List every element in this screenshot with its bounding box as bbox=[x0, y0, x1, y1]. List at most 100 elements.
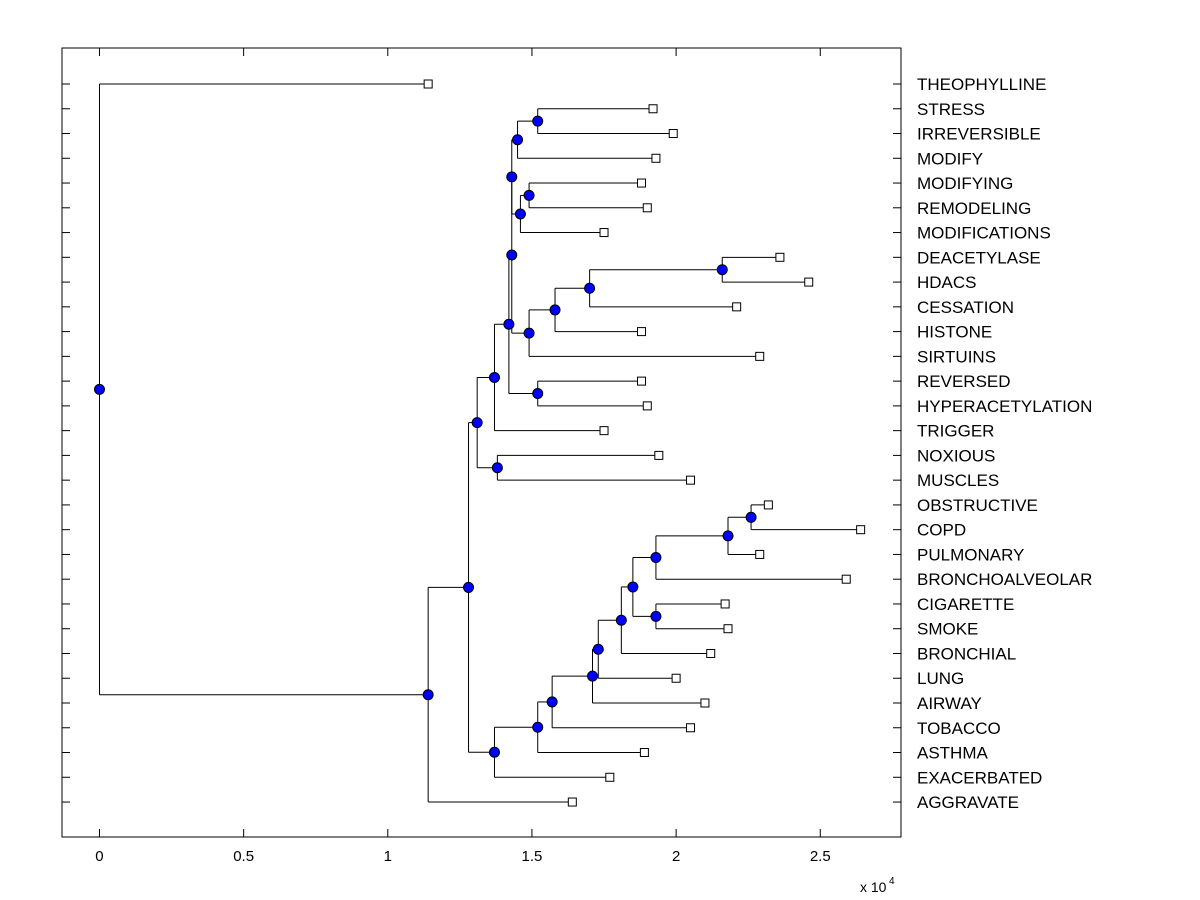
leaf-marker bbox=[686, 475, 696, 485]
cluster-node-marker bbox=[546, 696, 558, 708]
cluster-node-marker bbox=[514, 208, 526, 220]
leaf-marker bbox=[642, 401, 652, 411]
leaf-label: MODIFICATIONS bbox=[917, 224, 1051, 243]
leaf-label: STRESS bbox=[917, 100, 985, 119]
cluster-node-marker bbox=[506, 249, 518, 261]
cluster-node-marker bbox=[532, 388, 544, 399]
x-tick-label: 0.5 bbox=[233, 848, 254, 865]
leaf-marker bbox=[723, 624, 733, 634]
x-tick-label: 1 bbox=[384, 848, 392, 865]
leaf-labels: THEOPHYLLINE STRESS IRREVERSIBLE MODIFY MODI… bbox=[917, 75, 1092, 812]
leaf-label: DEACETYLASE bbox=[917, 248, 1041, 267]
leaf-marker bbox=[732, 302, 742, 312]
cluster-node-marker bbox=[584, 282, 596, 294]
leaf-marker bbox=[599, 426, 609, 436]
cluster-node-marker bbox=[488, 371, 500, 383]
leaf-marker bbox=[755, 351, 765, 361]
leaf-label: HISTONE bbox=[917, 323, 992, 342]
cluster-node-marker bbox=[506, 171, 518, 183]
leaf-marker bbox=[763, 500, 773, 510]
leaf-label: CIGARETTE bbox=[917, 595, 1014, 614]
leaf-label: MUSCLES bbox=[917, 471, 999, 490]
leaf-label: MODIFY bbox=[917, 149, 983, 168]
cluster-node-marker bbox=[512, 134, 524, 146]
x-tick-label: 1.5 bbox=[522, 848, 543, 865]
cluster-node-marker bbox=[488, 746, 500, 758]
leaf-markers bbox=[423, 79, 866, 807]
node-markers bbox=[93, 115, 757, 758]
leaf-label: REVERSED bbox=[917, 372, 1011, 391]
x-tick-label: 2 bbox=[672, 848, 680, 865]
leaf-marker bbox=[668, 129, 678, 139]
x-tick-label: 2.5 bbox=[810, 848, 831, 865]
leaf-marker bbox=[567, 797, 577, 807]
cluster-node-marker bbox=[93, 383, 105, 395]
leaf-label: PULMONARY bbox=[917, 545, 1024, 564]
cluster-node-marker bbox=[722, 530, 734, 542]
leaf-label: CESSATION bbox=[917, 298, 1014, 317]
cluster-node-marker bbox=[587, 670, 599, 682]
leaf-marker bbox=[648, 104, 658, 114]
cluster-node-marker bbox=[422, 689, 434, 701]
cluster-node-marker bbox=[471, 417, 483, 429]
leaf-marker bbox=[841, 574, 851, 584]
leaf-marker bbox=[720, 599, 730, 609]
leaf-marker bbox=[637, 376, 647, 386]
leaf-label: SMOKE bbox=[917, 620, 978, 639]
leaf-marker bbox=[599, 228, 609, 238]
cluster-node-marker bbox=[523, 327, 535, 339]
x-multiplier-exponent: 4 bbox=[889, 876, 895, 887]
x-tick-label: 0 bbox=[95, 848, 103, 865]
cluster-node-marker bbox=[745, 511, 757, 523]
leaf-marker bbox=[700, 698, 710, 708]
leaf-marker bbox=[642, 203, 652, 213]
leaf-marker bbox=[637, 327, 647, 337]
cluster-node-marker bbox=[532, 721, 544, 733]
cluster-node-marker bbox=[650, 610, 662, 622]
leaf-label: LUNG bbox=[917, 669, 964, 688]
leaf-marker bbox=[654, 450, 664, 460]
leaf-label: TRIGGER bbox=[917, 422, 994, 441]
leaf-label: COPD bbox=[917, 521, 966, 540]
leaf-label: NOXIOUS bbox=[917, 446, 995, 465]
cluster-node-marker bbox=[503, 318, 515, 330]
leaf-label: HYPERACETYLATION bbox=[917, 397, 1092, 416]
plot-axes-frame bbox=[61, 47, 902, 838]
cluster-node-marker bbox=[532, 115, 544, 127]
cluster-node-marker bbox=[615, 614, 627, 626]
leaf-marker bbox=[706, 648, 716, 658]
leaf-label: REMODELING bbox=[917, 199, 1031, 218]
x-multiplier-label: x 10 bbox=[860, 879, 887, 895]
leaf-label: SIRTUINS bbox=[917, 347, 996, 366]
leaf-label: BRONCHOALVEOLAR bbox=[917, 570, 1092, 589]
cluster-node-marker bbox=[491, 462, 503, 474]
leaf-label: AIRWAY bbox=[917, 694, 982, 713]
leaf-label: BRONCHIAL bbox=[917, 644, 1016, 663]
leaf-label: TOBACCO bbox=[917, 719, 1001, 738]
leaf-label: IRREVERSIBLE bbox=[917, 125, 1041, 144]
leaf-marker bbox=[423, 79, 433, 89]
leaf-label: HDACS bbox=[917, 273, 977, 292]
cluster-node-marker bbox=[592, 643, 604, 655]
leaf-marker bbox=[637, 178, 647, 188]
leaf-marker bbox=[605, 772, 615, 782]
leaf-label: ASTHMA bbox=[917, 744, 989, 763]
leaf-label: AGGRAVATE bbox=[917, 793, 1019, 812]
leaf-marker bbox=[639, 748, 649, 758]
leaf-marker bbox=[686, 723, 696, 733]
leaf-label: MODIFYING bbox=[917, 174, 1013, 193]
y-axis-ticks bbox=[62, 83, 901, 803]
leaf-marker bbox=[804, 277, 814, 287]
x-axis: 0 0.5 1 1.5 2 2.5 bbox=[95, 48, 831, 865]
leaf-marker bbox=[755, 549, 765, 559]
cluster-node-marker bbox=[716, 264, 728, 276]
leaf-marker bbox=[856, 525, 866, 535]
cluster-node-marker bbox=[549, 304, 561, 316]
cluster-node-marker bbox=[523, 189, 535, 201]
leaf-marker bbox=[671, 673, 681, 683]
cluster-node-marker bbox=[627, 581, 639, 593]
leaf-label: THEOPHYLLINE bbox=[917, 75, 1046, 94]
leaf-label: EXACERBATED bbox=[917, 768, 1042, 787]
cluster-node-marker bbox=[650, 552, 662, 564]
